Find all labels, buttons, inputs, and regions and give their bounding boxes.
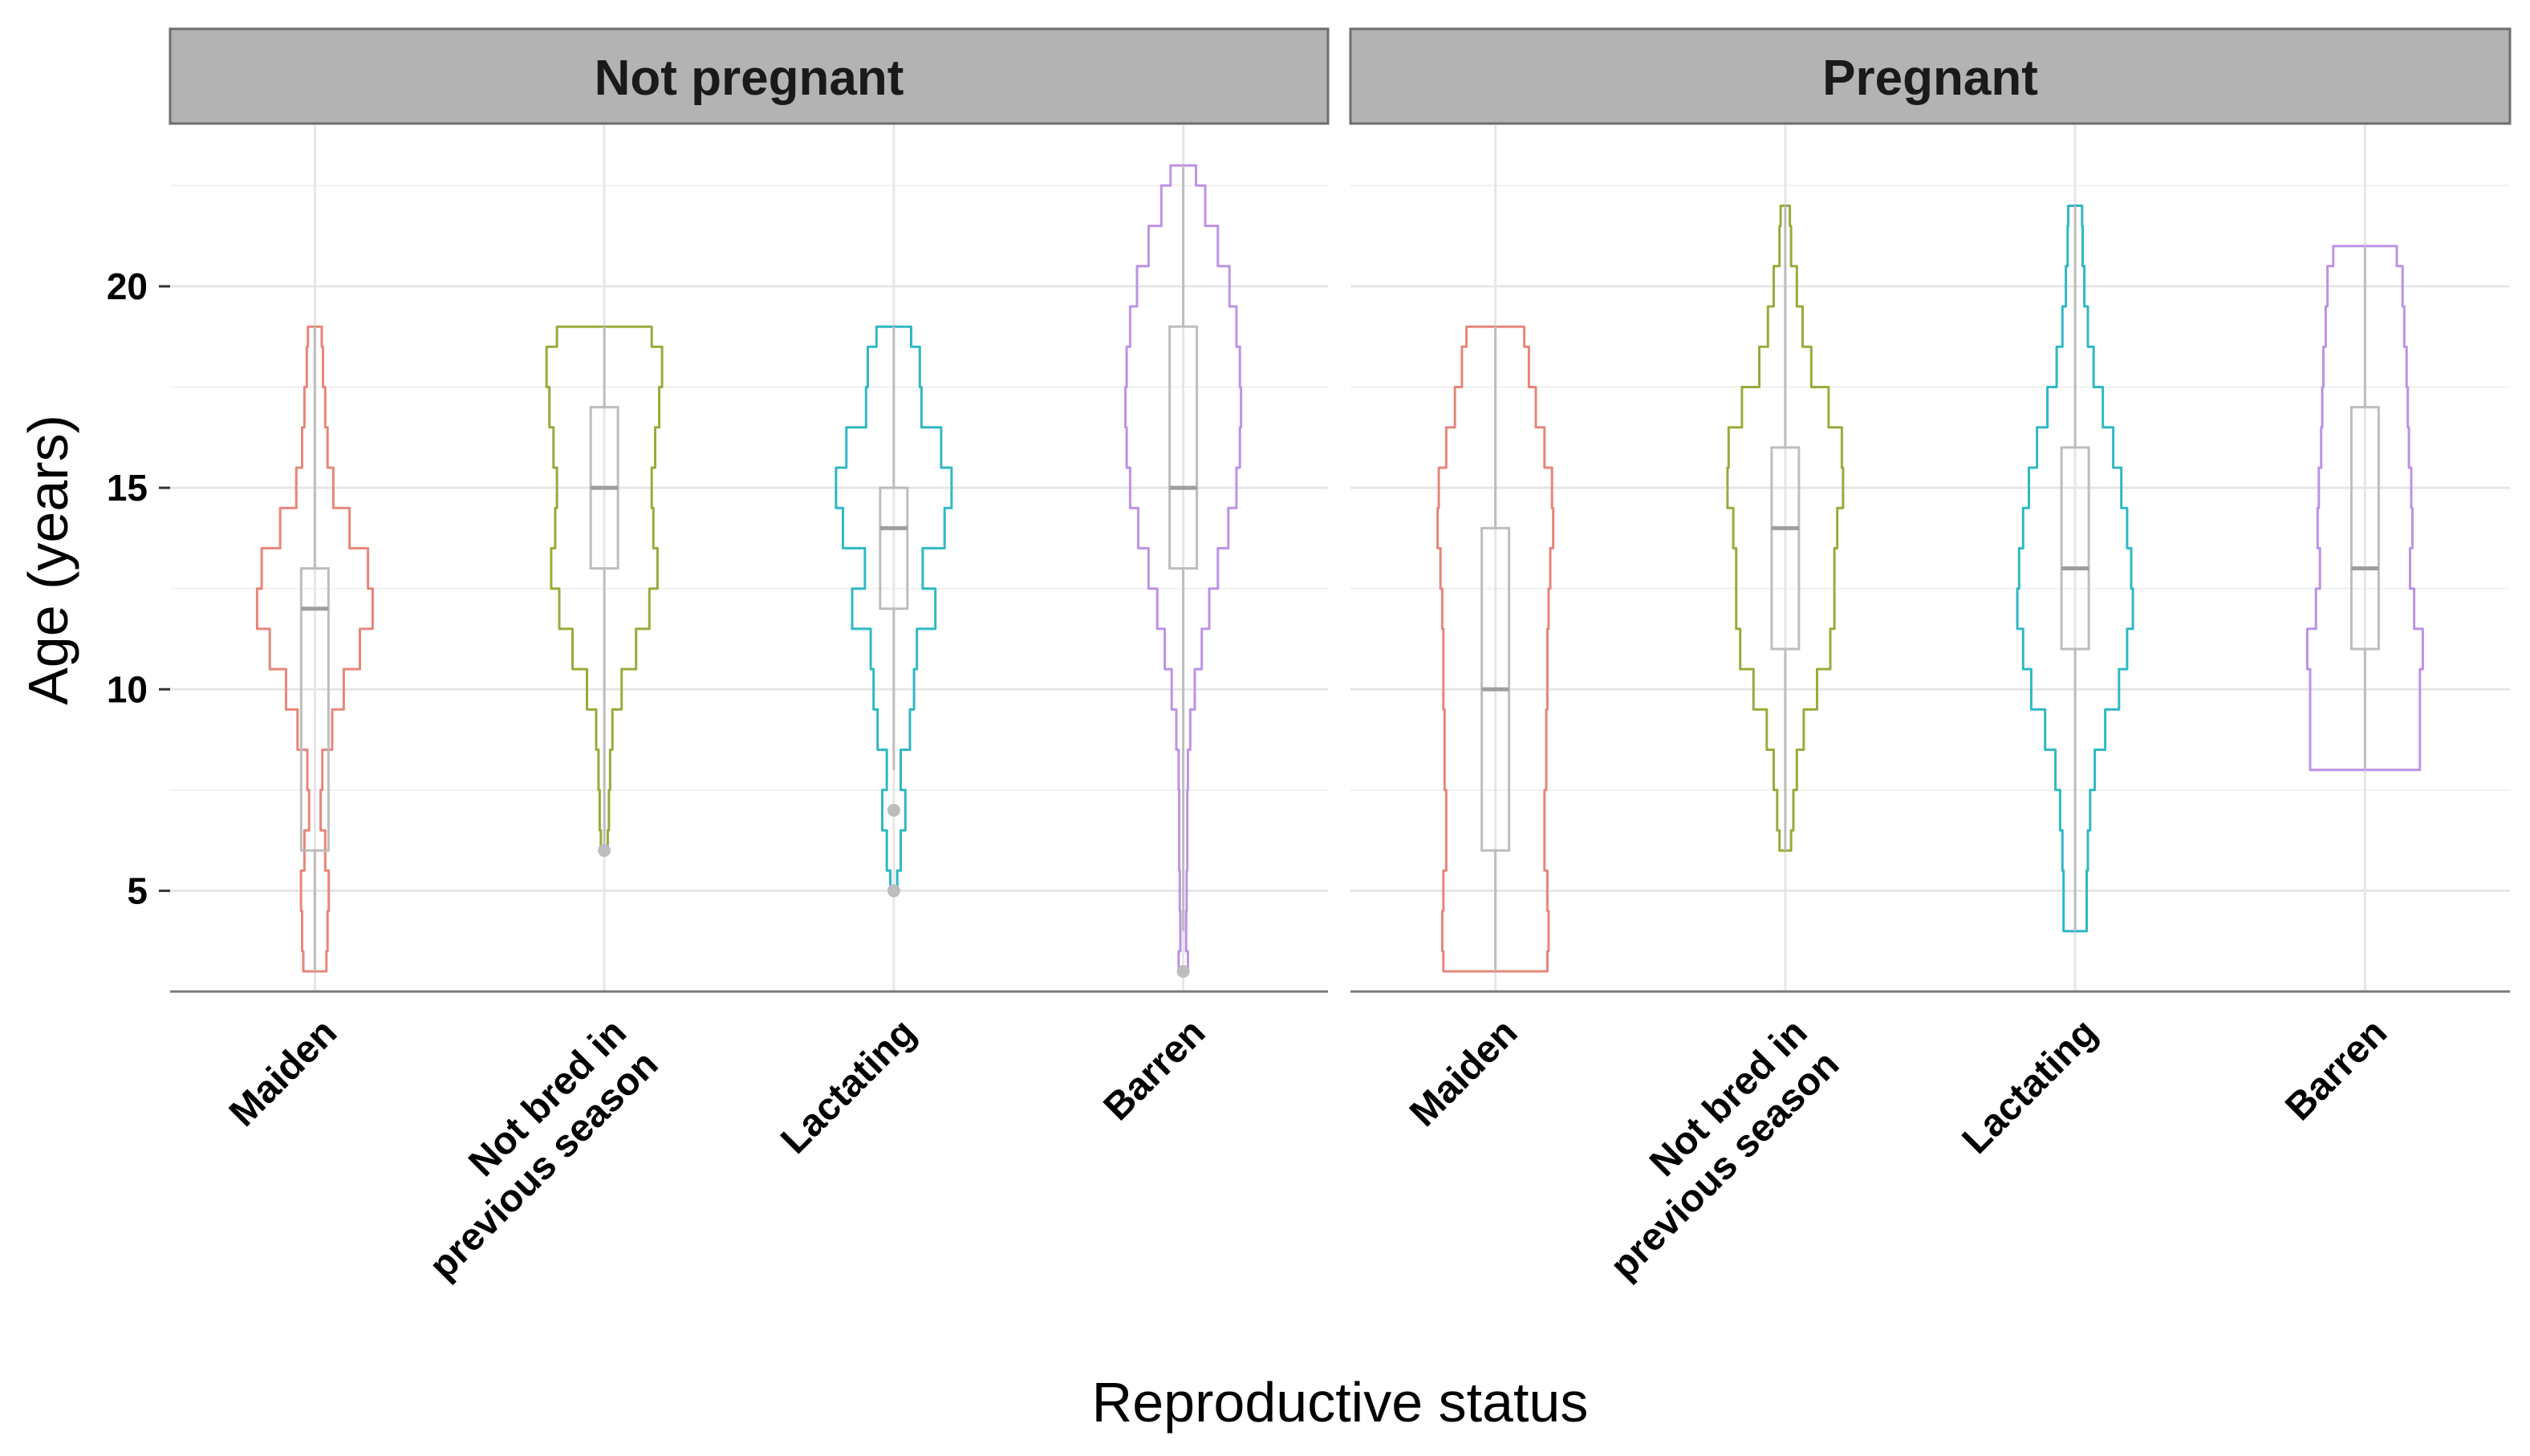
panel-1: Pregnant [1349,27,2512,993]
violin-group [1726,205,1845,852]
facet-panels: Not pregnant Pregnant [169,27,2512,993]
facet-strip [169,27,1330,125]
x-category-label-line: Barren [2277,1011,2395,1129]
y-tick-label: 15 [107,467,148,509]
panel-0: Not pregnant [169,27,1330,993]
outlier-point [887,803,900,817]
x-category-label-line: Lactating [1955,1011,2106,1162]
box-iqr [299,567,330,852]
x-category-label: Not bred inprevious season [390,1011,667,1288]
box-iqr [2349,406,2380,651]
violin-outline [1436,325,1555,973]
x-category-label: Not bred inprevious season [1570,1011,1847,1288]
box-iqr [1770,446,1801,651]
violin-group [1124,164,1243,978]
x-category-label: Lactating [1955,1011,2106,1162]
violin-outline [545,325,664,852]
violin-group [2305,245,2424,772]
violin-outline [2305,245,2424,772]
facet-strip-label: Not pregnant [595,51,904,106]
x-category-label-line: Barren [1096,1011,1214,1129]
x-axis-category-labels: Maiden Not bred inprevious season Lactatin… [221,1011,2395,1288]
y-tick-label: 20 [107,266,148,307]
violin-group [255,325,374,973]
x-category-label: Barren [1096,1011,1214,1129]
x-category-label: Barren [2277,1011,2395,1129]
x-category-label-line: Maiden [221,1011,345,1134]
y-tick-label: 10 [107,668,148,710]
x-category-label: Maiden [1402,1011,1525,1134]
box-iqr [879,486,909,610]
outlier-point [887,884,900,898]
y-tick-label: 5 [127,870,148,911]
x-category-label: Lactating [773,1011,924,1162]
violin-group [545,325,664,858]
violin-group [2016,205,2134,933]
y-axis-ticks: 5 10 15 20 [107,266,170,911]
x-category-label-line: Lactating [773,1011,924,1162]
violin-outline [1124,164,1243,973]
box-iqr [1168,325,1199,570]
violin-outline [255,325,374,973]
x-axis-title: Reproductive status [1092,1371,1589,1434]
facet-strip-label: Pregnant [1822,51,2038,106]
x-category-label-line: Maiden [1402,1011,1525,1134]
x-category-label: Maiden [221,1011,345,1134]
box-iqr [2060,446,2090,651]
violin-group [1436,325,1555,973]
facet-strip [1349,27,2512,125]
y-axis-title: Age (years) [17,415,79,705]
violin-outline [2016,205,2134,933]
violin-outline [1726,205,1845,852]
violin-outline [835,325,953,892]
violin-group [835,325,953,898]
outlier-point [1176,964,1190,978]
outlier-point [598,844,611,858]
